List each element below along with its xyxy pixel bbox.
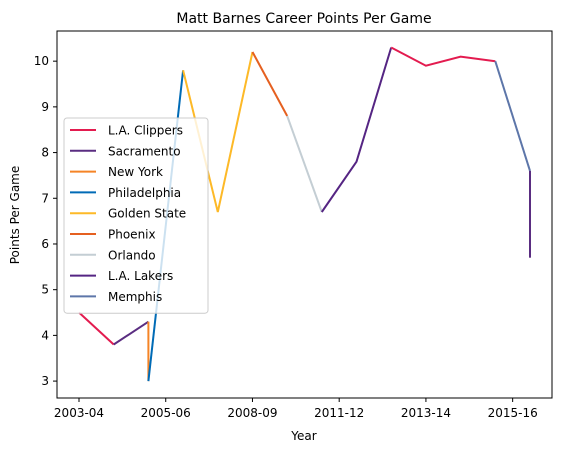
plot-frame <box>56 30 553 399</box>
y-axis: 3 4 5 6 7 8 9 10 <box>34 54 57 388</box>
series-line-l-a-lakers-7 <box>320 47 393 213</box>
legend-box <box>63 117 209 314</box>
series-line-phoenix-5 <box>251 51 289 117</box>
x-tick-label: 2005-06 <box>141 406 191 420</box>
legend-label: Memphis <box>108 290 162 304</box>
legend: L.A. Clippers Sacramento New York Philadelp… <box>63 117 209 314</box>
legend-label: Sacramento <box>108 144 181 158</box>
series-line-orlando-6 <box>286 115 323 213</box>
legend-item: Phoenix <box>70 228 156 242</box>
legend-label: L.A. Clippers <box>108 124 183 138</box>
y-tick-label: 9 <box>41 100 49 114</box>
y-tick-label: 5 <box>41 283 49 297</box>
legend-item: L.A. Clippers <box>70 124 183 138</box>
legend-item: Sacramento <box>70 144 181 158</box>
x-tick-label: 2011-12 <box>314 406 364 420</box>
legend-item: Memphis <box>70 290 162 304</box>
series-line-l-a-clippers-8 <box>390 46 496 67</box>
x-tick-label: 2003-04 <box>54 406 104 420</box>
x-tick-label: 2013-14 <box>401 406 451 420</box>
x-tick-label: 2008-09 <box>227 406 277 420</box>
legend-item: New York <box>70 165 163 179</box>
legend-label: Golden State <box>108 207 186 221</box>
legend-item: L.A. Lakers <box>70 269 173 283</box>
y-tick-label: 4 <box>41 328 49 342</box>
y-tick-label: 7 <box>41 191 49 205</box>
series-line-memphis-9 <box>494 60 531 172</box>
legend-label: New York <box>108 165 163 179</box>
x-tick-label: 2015-16 <box>488 406 538 420</box>
legend-label: L.A. Lakers <box>108 269 173 283</box>
legend-item: Philadelphia <box>70 186 181 200</box>
legend-label: Philadelphia <box>108 186 181 200</box>
y-tick-label: 10 <box>34 54 49 68</box>
legend-item: Orlando <box>70 248 156 262</box>
y-axis-label: Points Per Game <box>8 166 22 265</box>
chart-title: Matt Barnes Career Points Per Game <box>176 11 431 27</box>
series-line-l-a-clippers-0 <box>78 311 115 346</box>
series-line-sacramento-1 <box>113 320 149 346</box>
legend-label: Phoenix <box>108 228 156 242</box>
legend-label: Orlando <box>108 248 156 262</box>
y-tick-label: 6 <box>41 237 49 251</box>
y-tick-label: 8 <box>41 146 49 160</box>
legend-item: Golden State <box>70 207 186 221</box>
x-axis-label: Year <box>290 429 316 443</box>
y-tick-label: 3 <box>41 374 49 388</box>
x-axis: 2003-04 2005-06 2008-09 2011-12 2013-14 2015-… <box>54 398 538 420</box>
